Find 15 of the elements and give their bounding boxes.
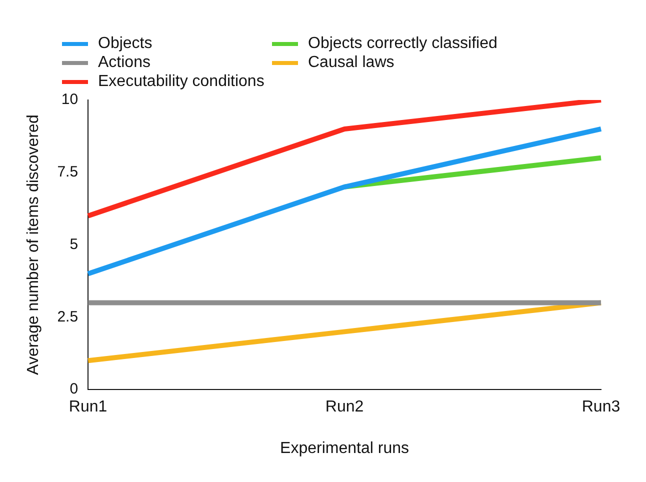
y-tick-label: 5 <box>70 236 78 253</box>
x-tick-label: Run3 <box>582 398 620 416</box>
x-tick-label: Run2 <box>325 398 364 416</box>
x-axis-title: Experimental runs <box>280 440 410 457</box>
legend-label: Causal laws <box>308 54 394 72</box>
x-tick-label: Run1 <box>68 398 108 416</box>
y-tick-label: 10 <box>61 91 78 108</box>
y-tick-label: 7.5 <box>57 164 78 181</box>
y-tick-label: 0 <box>70 380 78 398</box>
y-tick-label: 2.5 <box>57 308 78 326</box>
legend-label: Objects <box>98 34 152 52</box>
legend-label: Actions <box>98 54 150 72</box>
legend-label: Objects correctly classified <box>308 34 498 52</box>
y-axis-title: Average number of items discovered <box>25 114 42 375</box>
legend-label: Executability conditions <box>98 72 264 90</box>
